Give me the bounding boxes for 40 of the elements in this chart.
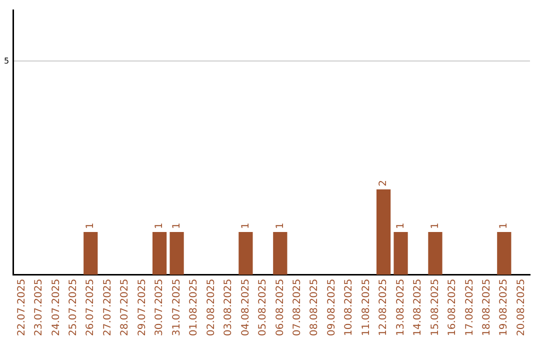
x-tick-label: 07.08.2025 [292, 278, 303, 336]
x-tick-label: 24.07.2025 [50, 278, 62, 336]
x-tick-label: 25.07.2025 [68, 278, 79, 336]
x-tick-label: 29.07.2025 [136, 278, 148, 336]
data-label: 1 [498, 222, 510, 230]
data-label: 1 [154, 222, 166, 230]
x-tick-label: 06.08.2025 [274, 278, 286, 336]
x-tick-label: 14.08.2025 [412, 278, 424, 336]
x-tick-label: 30.07.2025 [154, 278, 166, 336]
data-label: 1 [85, 222, 96, 230]
x-tick-label: 08.08.2025 [309, 278, 320, 336]
data-label: 1 [274, 222, 286, 230]
x-tick-label: 09.08.2025 [326, 278, 338, 336]
x-tick-label: 11.08.2025 [360, 278, 372, 336]
x-tick-label: 01.08.2025 [188, 278, 200, 336]
data-label: 1 [240, 222, 252, 230]
y-tick-label: 5 [4, 56, 10, 66]
x-tick-label: 10.08.2025 [344, 278, 355, 336]
x-tick-label: 23.07.2025 [34, 278, 45, 336]
x-tick-label: 22.07.2025 [16, 278, 28, 336]
x-tick-label: 12.08.2025 [378, 278, 390, 336]
x-tick-label: 13.08.2025 [395, 278, 406, 336]
x-tick-label: 02.08.2025 [206, 278, 217, 336]
data-label: 1 [430, 222, 441, 230]
x-tick-label: 26.07.2025 [85, 278, 96, 336]
x-tick-label: 19.08.2025 [498, 278, 510, 336]
data-label: 2 [378, 180, 390, 186]
x-tick-label: 03.08.2025 [223, 278, 234, 336]
x-tick-label: 31.07.2025 [171, 278, 182, 336]
x-tick-label: 27.07.2025 [102, 278, 114, 336]
x-tick-label: 16.08.2025 [447, 278, 458, 336]
data-label: 1 [395, 222, 406, 230]
x-tick-label: 18.08.2025 [482, 278, 493, 336]
data-label: 1 [171, 222, 182, 230]
x-tick-label: 05.08.2025 [258, 278, 269, 336]
x-tick-label: 20.08.2025 [516, 278, 527, 336]
x-tick-label: 04.08.2025 [240, 278, 252, 336]
x-tick-label: 28.07.2025 [120, 278, 131, 336]
x-tick-label: 15.08.2025 [430, 278, 441, 336]
x-tick-label: 17.08.2025 [464, 278, 476, 336]
